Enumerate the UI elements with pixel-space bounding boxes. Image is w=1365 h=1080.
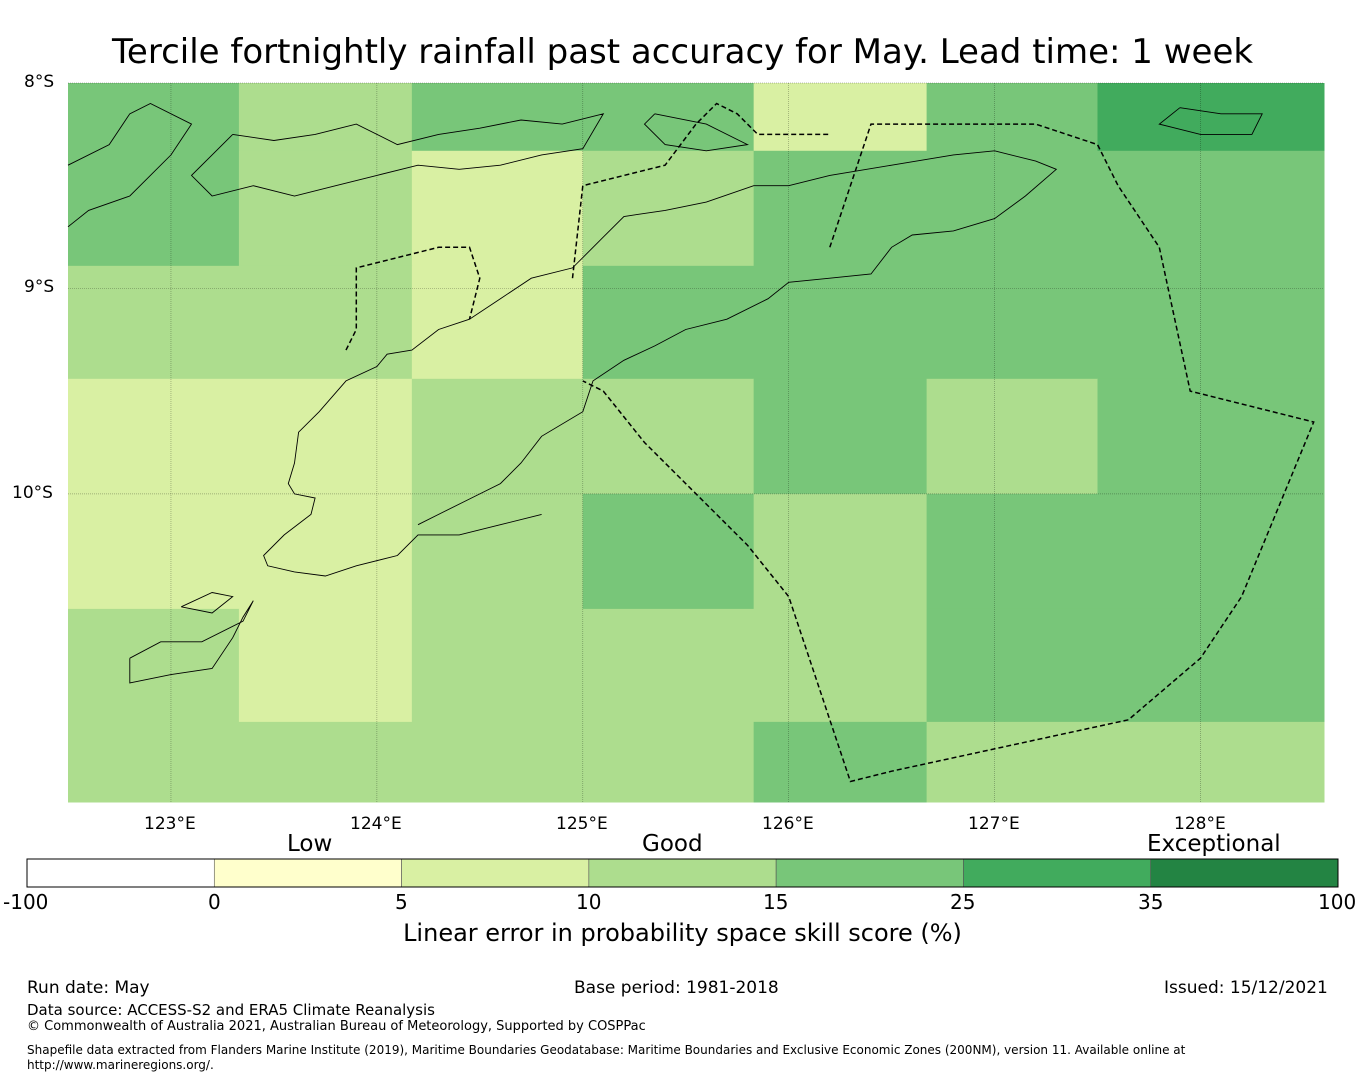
eez-boundary-line [345,246,481,351]
category-low: Low [287,831,333,857]
coastline [181,592,234,614]
grid-cell [411,150,584,267]
colorbar-segment [213,858,402,888]
colorbar-segment [1150,858,1339,888]
grid-cell [582,150,755,267]
lon-label-125e: 125°E [556,814,608,834]
colorbar-segment [588,858,777,888]
coastline [190,113,605,197]
eez-boundary-layer [345,102,1315,783]
grid-cell [753,378,928,495]
grid-cell [926,608,1325,723]
lon-label-126e: 126°E [762,814,814,834]
coastline [643,113,749,152]
lat-label-10s: 10°S [12,483,53,503]
grid-cell [411,493,584,610]
issued-date: Issued: 15/12/2021 [1164,978,1328,998]
data-source: Data source: ACCESS-S2 and ERA5 Climate … [27,1001,435,1019]
grid-cell [68,150,240,267]
cbar-tick: 35 [1138,890,1164,914]
colorbar-segment [775,858,964,888]
grid-cell [411,265,584,380]
coastline [129,600,254,684]
shapefile-credit: Shapefile data extracted from Flanders M… [27,1043,1186,1057]
grid-cell [68,378,413,610]
grid-cell [411,83,584,152]
map-title: Tercile fortnightly rainfall past accura… [111,32,1254,72]
grid-cell [238,150,413,267]
grid-cell [753,83,928,152]
cbar-tick: 15 [763,890,789,914]
grid-cell [68,265,413,380]
category-exceptional: Exceptional [1147,831,1281,857]
grid-cell [238,83,413,152]
grid-cell [68,83,240,152]
grid-cell [753,493,928,610]
grid-cell [582,265,1325,380]
grid-cell [582,493,755,610]
run-date: Run date: May [27,978,150,998]
lat-label-8s: 8°S [24,72,55,92]
cbar-tick: 0 [208,890,221,914]
grid-cell [926,378,1099,495]
eez-boundary-line [571,102,830,279]
coastline [1158,107,1263,135]
colorbar-frame [26,858,1339,888]
grid-cell [68,721,755,803]
cbar-tick: 25 [950,890,976,914]
grid-cell [68,608,240,723]
colorbar-label: Linear error in probability space skill … [403,919,962,947]
colorbar-segment [401,858,590,888]
cbar-tick: 10 [576,890,602,914]
colorbar-segment [963,858,1152,888]
grid-cell [753,721,928,803]
grid-cell [926,83,1099,152]
eez-boundary-line [582,123,1315,783]
cbar-tick: 5 [395,890,408,914]
lon-label-128e: 128°E [1174,814,1226,834]
cbar-tick: -100 [3,890,49,914]
coastline [263,150,1058,577]
coastline [67,102,193,228]
base-period: Base period: 1981-2018 [574,978,779,998]
lat-label-9s: 9°S [24,277,55,297]
grid-cell [926,721,1325,803]
grid-cell [582,83,755,152]
colorbar-segment [26,858,215,888]
grid-cell [1097,83,1325,152]
grid-cell [411,608,928,723]
lon-label-127e: 127°E [968,814,1020,834]
grid-cell [926,493,1325,610]
category-good: Good [642,831,703,857]
cbar-tick: 100 [1318,890,1357,914]
grid-cell [411,378,755,495]
shapefile-url: http://www.marineregions.org/. [27,1058,214,1072]
grid-cells-layer [68,83,1325,803]
coastline-layer [67,102,1263,684]
grid-cell [753,150,1325,267]
lon-label-124e: 124°E [350,814,402,834]
copyright: © Commonwealth of Australia 2021, Austra… [27,1019,646,1034]
colorbar [26,858,1339,888]
grid-cell [238,608,413,723]
grid-cell [1097,378,1325,495]
lon-label-123e: 123°E [144,814,196,834]
